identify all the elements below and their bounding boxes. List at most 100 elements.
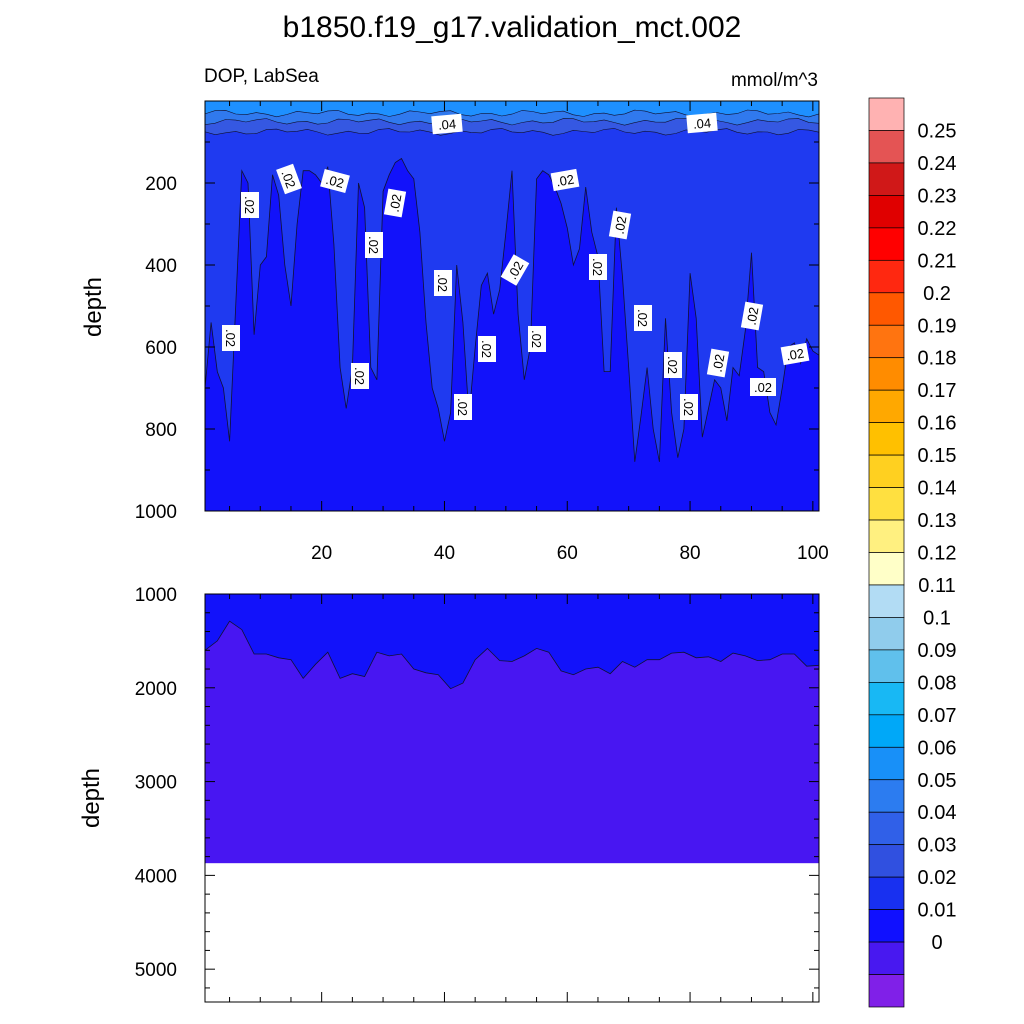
upper-contour-plot [204, 100, 820, 511]
contour-label: .02 [365, 232, 383, 258]
contour-label: .02 [608, 210, 632, 240]
contour-label: .02 [320, 168, 350, 194]
contour-label: .02 [680, 394, 698, 420]
colorbar-box [868, 357, 905, 391]
contour-label-text: .02 [242, 196, 257, 214]
contour-label: .02 [780, 342, 810, 366]
contour-label-bg [500, 254, 530, 286]
colorbar-box [868, 552, 905, 586]
colorbar-box [868, 941, 905, 975]
y-tick-label: 600 [145, 338, 177, 359]
colorbar-label: 0.14 [918, 478, 957, 500]
contour-label-bg [706, 348, 730, 378]
colorbar-label: 0.22 [918, 218, 957, 240]
contour-label-text: .02 [387, 193, 405, 213]
contour-label-bg [686, 112, 718, 134]
contour-label-text: .04 [437, 116, 456, 133]
colorbar-label: 0.09 [918, 640, 957, 662]
colorbar-box [868, 682, 905, 716]
contour-label-text: .02 [635, 309, 650, 327]
y-tick-label: 4000 [135, 866, 177, 887]
contour-label: .02 [589, 254, 607, 280]
contour-label-bg [434, 270, 452, 296]
upper-axes: 200 400 600 800 1000 20 40 60 80 100 [135, 100, 829, 564]
contour-label: .02 [550, 168, 580, 192]
contour-label: .02 [383, 188, 407, 218]
lower-axes: 1000 2000 3000 4000 5000 [135, 585, 820, 1003]
x-tick-label: 60 [557, 543, 578, 564]
contour-label-text: .02 [785, 346, 805, 364]
contour-label-bg [241, 192, 259, 218]
contour-label: .02 [478, 336, 496, 362]
x-tick-label: 80 [679, 543, 700, 564]
contour-fill-0.05 [204, 100, 820, 118]
contour-label-text: .02 [590, 258, 605, 276]
colorbar-label: 0.17 [918, 380, 957, 402]
chart-title: b1850.f19_g17.validation_mct.002 [283, 11, 742, 44]
contour-label-text: .04 [692, 115, 711, 132]
contour-label-text: .02 [223, 329, 238, 347]
contour-label: .02 [740, 301, 764, 331]
contour-label-bg [589, 254, 607, 280]
y-tick-label: 1000 [135, 502, 177, 523]
colorbar-box [868, 259, 905, 294]
colorbar-box [868, 130, 905, 164]
colorbar-box [868, 811, 905, 846]
contour-label: .02 [706, 348, 730, 378]
colorbar-box [868, 519, 905, 553]
lower-contour-plot [204, 594, 820, 864]
contour-label: .02 [454, 394, 472, 420]
colorbar-box [868, 974, 905, 1008]
field-label: DOP, LabSea [204, 66, 319, 87]
colorbar-box [868, 617, 905, 651]
colorbar-label: 0.03 [918, 835, 957, 857]
y-tick-label: 400 [145, 256, 177, 277]
y-tick-label: 1000 [135, 585, 177, 606]
contour-label-text: .02 [479, 340, 494, 358]
colorbar-box [868, 584, 905, 618]
colorbar-label: 0.15 [918, 445, 957, 467]
lower-y-axis-label: depth [78, 768, 105, 828]
colorbar-box [868, 97, 905, 131]
y-tick-label: 3000 [135, 773, 177, 794]
x-tick-label: 20 [311, 543, 332, 564]
colorbar-box [868, 324, 905, 359]
contour-label-bg [478, 336, 496, 362]
contour-label-text: .02 [366, 236, 381, 254]
colorbar-label: 0.21 [918, 250, 957, 272]
upper-panel: DOP, LabSea mmol/m^3 .02 .02 .02 .02 .02 .02.… [80, 66, 829, 564]
colorbar-label: 0.13 [918, 510, 957, 532]
contour-label-text: .02 [665, 356, 680, 374]
contour-label-text: .02 [435, 274, 450, 292]
colorbar-box [868, 292, 905, 326]
colorbar-label: 0.23 [918, 185, 957, 207]
contour-fill-0.01 [205, 594, 819, 689]
contour-label-bg [431, 113, 463, 135]
contour-label: .02 [664, 352, 682, 378]
colorbar-box [868, 227, 905, 261]
colorbar-box [868, 487, 905, 521]
contour-label: .04 [686, 112, 718, 134]
contour-label-text: .02 [744, 306, 762, 326]
contour-label: .02 [222, 325, 240, 351]
contour-label: .02 [276, 163, 302, 195]
contour-label-bg [222, 325, 240, 351]
y-tick-label: 200 [145, 174, 177, 195]
contour-label-text: .02 [278, 168, 298, 190]
contour-label-text: .02 [681, 398, 696, 416]
contour-label-text: .02 [710, 353, 728, 373]
colorbar-box [868, 844, 905, 878]
colorbar-label: 0.06 [918, 737, 957, 759]
contour-line-0.01 [204, 620, 820, 690]
contour-label-bg [351, 363, 369, 389]
contour-label-bg [740, 301, 764, 331]
colorbar-label: 0.18 [918, 348, 957, 370]
colorbar-label: 0.07 [918, 705, 957, 727]
colorbar-label: 0.25 [918, 120, 957, 142]
contour-label-bg [550, 168, 580, 192]
contour-label-text: .02 [455, 398, 470, 416]
contour-label-bg [276, 163, 302, 195]
x-tick-label: 40 [434, 543, 455, 564]
contour-label: .02 [634, 305, 652, 331]
